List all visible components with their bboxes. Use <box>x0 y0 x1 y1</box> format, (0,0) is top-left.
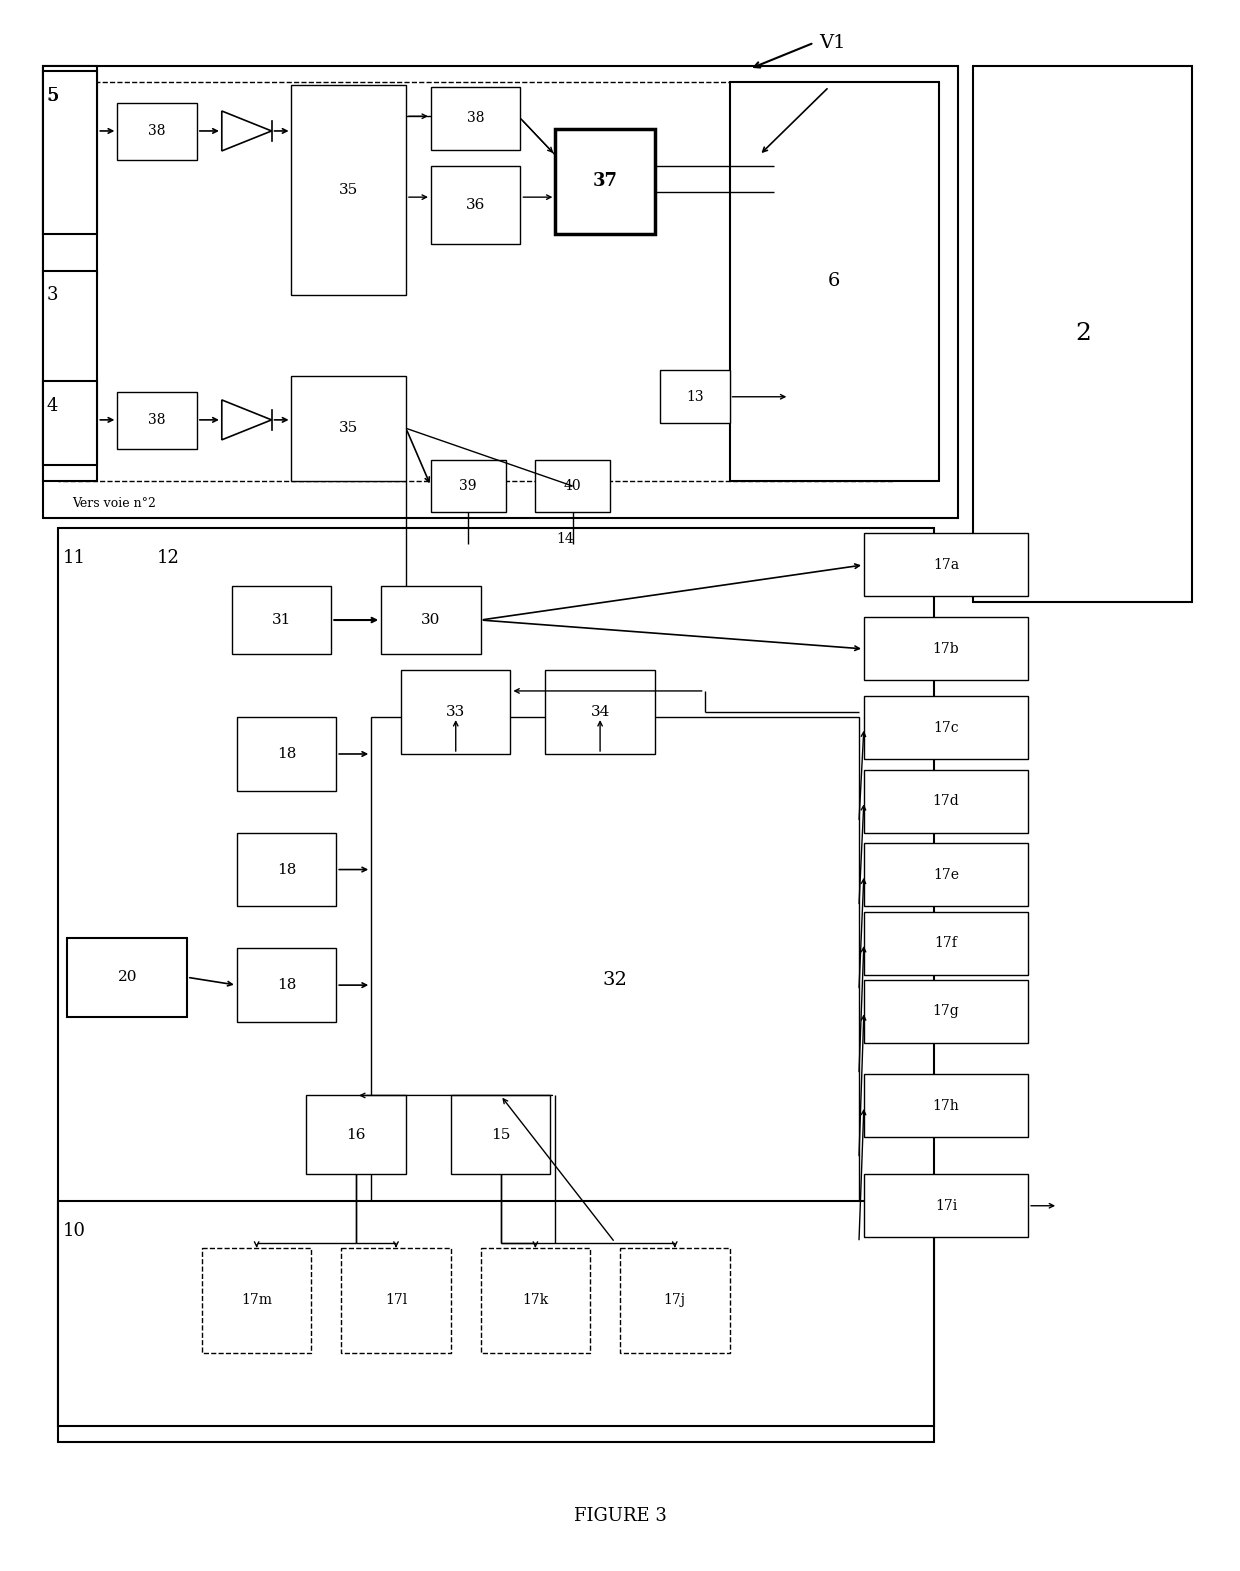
Bar <box>341 1247 451 1353</box>
Text: 17a: 17a <box>932 558 959 572</box>
Text: 15: 15 <box>491 1128 510 1142</box>
Bar <box>42 66 98 276</box>
Text: 38: 38 <box>149 413 166 427</box>
Text: 4: 4 <box>47 397 58 415</box>
Text: 17l: 17l <box>384 1293 407 1307</box>
Text: 6: 6 <box>828 272 841 291</box>
Text: 17k: 17k <box>522 1293 548 1307</box>
Text: 16: 16 <box>346 1128 366 1142</box>
Bar <box>42 382 98 465</box>
Text: 5: 5 <box>47 86 58 105</box>
Bar <box>729 82 939 481</box>
Bar <box>864 1174 1028 1238</box>
Bar <box>546 669 655 754</box>
Bar <box>401 669 511 754</box>
Bar <box>118 102 197 160</box>
Bar <box>202 1247 311 1353</box>
Text: 38: 38 <box>149 124 166 138</box>
Bar <box>57 82 894 481</box>
Text: 3: 3 <box>47 286 58 305</box>
Bar <box>371 718 859 1243</box>
Bar <box>430 86 521 149</box>
Bar <box>237 833 336 906</box>
Text: 10: 10 <box>62 1222 86 1240</box>
Text: 17f: 17f <box>935 936 957 950</box>
Bar <box>237 949 336 1021</box>
Bar <box>864 617 1028 680</box>
Text: 17e: 17e <box>932 867 959 881</box>
Text: 35: 35 <box>339 421 358 435</box>
Text: 30: 30 <box>422 613 440 627</box>
Bar <box>451 1095 551 1174</box>
Bar <box>57 1200 934 1426</box>
Bar <box>864 911 1028 974</box>
Bar <box>118 391 197 449</box>
Text: 38: 38 <box>467 112 485 126</box>
Text: 17i: 17i <box>935 1199 957 1213</box>
Text: 37: 37 <box>593 173 618 190</box>
Bar <box>67 938 187 1016</box>
Text: 17m: 17m <box>241 1293 272 1307</box>
Bar <box>430 165 521 245</box>
Text: 36: 36 <box>466 198 485 212</box>
Bar <box>660 371 729 423</box>
Bar <box>864 533 1028 597</box>
Text: 5: 5 <box>47 86 60 105</box>
Bar <box>620 1247 729 1353</box>
Text: FIGURE 3: FIGURE 3 <box>574 1507 666 1525</box>
Text: 17c: 17c <box>934 721 959 735</box>
Bar <box>556 129 655 234</box>
Text: Vers voie n°2: Vers voie n°2 <box>72 496 156 509</box>
Bar <box>57 528 934 1442</box>
Text: V1: V1 <box>820 35 846 52</box>
Bar <box>291 85 405 295</box>
Text: 2: 2 <box>1075 322 1091 346</box>
Bar <box>864 844 1028 906</box>
Text: 18: 18 <box>277 862 296 877</box>
Text: 12: 12 <box>157 550 180 567</box>
Bar <box>306 1095 405 1174</box>
Text: 17g: 17g <box>932 1004 960 1018</box>
Bar <box>232 586 331 654</box>
Text: 20: 20 <box>118 971 136 985</box>
Bar <box>381 586 481 654</box>
Bar <box>973 66 1193 602</box>
Bar <box>42 71 98 234</box>
Text: 39: 39 <box>460 479 477 493</box>
Bar <box>481 1247 590 1353</box>
Text: 18: 18 <box>277 979 296 993</box>
Bar <box>42 66 959 517</box>
Text: 14: 14 <box>556 531 574 545</box>
Bar <box>291 375 405 481</box>
Bar <box>430 460 506 512</box>
Text: 11: 11 <box>62 550 86 567</box>
Bar <box>536 460 610 512</box>
Text: 17h: 17h <box>932 1100 960 1112</box>
Text: 33: 33 <box>446 705 465 720</box>
Text: 34: 34 <box>590 705 610 720</box>
Bar <box>864 980 1028 1043</box>
Text: 17b: 17b <box>932 643 960 657</box>
Bar <box>864 696 1028 759</box>
Text: 17d: 17d <box>932 795 960 807</box>
Text: 18: 18 <box>277 746 296 760</box>
Bar <box>42 270 98 481</box>
Bar <box>864 770 1028 833</box>
Text: 31: 31 <box>272 613 291 627</box>
Text: 35: 35 <box>339 182 358 196</box>
Text: 13: 13 <box>686 390 703 404</box>
Bar <box>864 1075 1028 1137</box>
Text: 17j: 17j <box>663 1293 686 1307</box>
Bar <box>237 718 336 790</box>
Text: 32: 32 <box>603 971 627 988</box>
Text: 40: 40 <box>564 479 582 493</box>
